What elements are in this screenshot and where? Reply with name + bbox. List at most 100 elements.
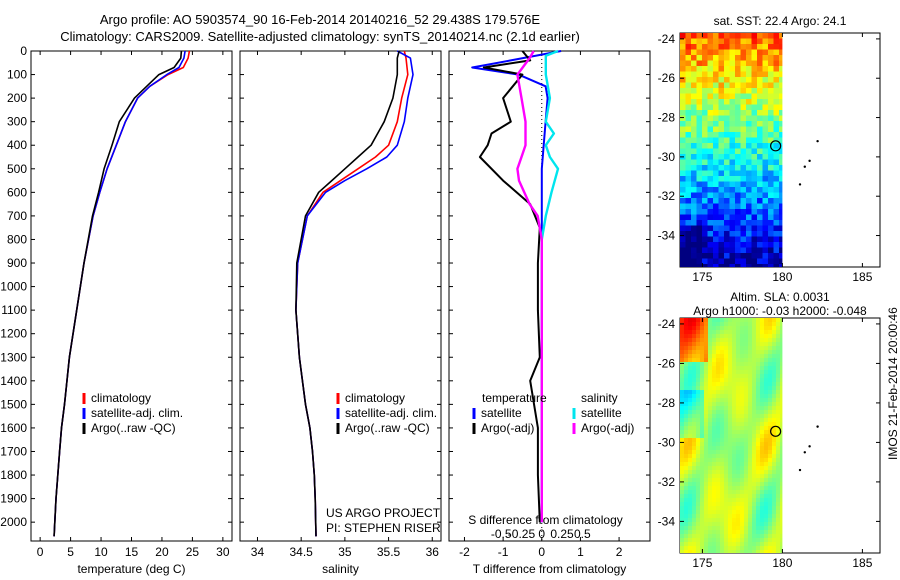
legend-label: satellite-adj. clim.	[345, 406, 437, 420]
temperature-xtick-label: 25	[186, 545, 200, 559]
lat-tick-label: -34	[658, 514, 676, 528]
legend-label: Argo(-adj)	[481, 421, 534, 435]
temperature-panel: 0100200300400500600700800900100011001200…	[0, 44, 233, 576]
island-marker	[816, 425, 819, 428]
depth-tick-label: 500	[7, 162, 27, 176]
depth-tick-label: 200	[7, 91, 27, 105]
salinity-diff-tick-label: -0.25	[508, 527, 536, 541]
lat-tick-label: -26	[658, 71, 676, 85]
salinity-diff-tick-label: -0.5	[491, 527, 512, 541]
lat-tick-label: -28	[658, 111, 676, 125]
lat-tick-label: -28	[658, 396, 676, 410]
lat-tick-label: -30	[658, 435, 676, 449]
difference-xtick-label: -2	[459, 545, 470, 559]
salinity-panel: 34 34.5 35 35.5 36 salinity climatologysatelli…	[239, 50, 442, 576]
lat-tick-label: -24	[658, 32, 676, 46]
depth-tick-label: 2000	[0, 515, 27, 529]
lat-tick-label: -30	[658, 150, 676, 164]
legend-title-salinity: salinity	[581, 391, 618, 405]
island-marker	[798, 183, 802, 186]
lon-tick-label: 185	[852, 270, 872, 284]
lat-tick-label: -24	[658, 317, 676, 331]
salinity-xtick-label: 36	[426, 545, 440, 559]
temperature-xtick-label: 30	[216, 545, 230, 559]
depth-tick-label: 100	[7, 68, 27, 82]
depth-tick-label: 1100	[1, 303, 27, 317]
difference-xlabel: T difference from climatology	[473, 562, 627, 576]
argo-position-marker	[770, 140, 782, 152]
salinity-xlabel: salinity	[322, 562, 359, 576]
temperature-xlabel: temperature (deg C)	[77, 562, 185, 576]
legend-label: climatology	[91, 391, 151, 405]
lon-tick-label: 175	[692, 270, 712, 284]
depth-tick-label: 1700	[0, 444, 27, 458]
depth-tick-label: 1400	[0, 374, 27, 388]
depth-tick-label: 0	[20, 44, 27, 58]
temperature-xtick-label: 0	[37, 545, 44, 559]
lat-tick-label: -26	[658, 356, 676, 370]
argo-position-marker	[770, 425, 782, 437]
difference-xtick-label: -1	[498, 545, 509, 559]
series-line-temperature-argo-adj-	[478, 50, 541, 523]
legend-label: Argo(..raw -QC)	[345, 421, 430, 435]
island-marker	[803, 451, 806, 454]
depth-tick-label: 1800	[0, 468, 27, 482]
lat-tick-label: -34	[658, 229, 676, 243]
salinity-diff-tick-label: 0	[538, 527, 545, 541]
project-label: US ARGO PROJECT	[326, 506, 441, 520]
series-line-argo-raw-qc-	[53, 50, 183, 537]
sst-map-title: sat. SST: 22.4 Argo: 24.1	[714, 14, 847, 28]
legend-label: satellite	[581, 406, 622, 420]
island-marker	[816, 139, 819, 143]
temperature-xtick-label: 20	[155, 545, 169, 559]
depth-tick-label: 1500	[0, 397, 27, 411]
legend-title-temperature: temperature	[482, 391, 547, 405]
sla_map-field	[680, 318, 783, 553]
depth-tick-label: 1600	[0, 421, 27, 435]
salinity-diff-tick-label: 0.25	[550, 527, 574, 541]
lon-tick-label: 175	[692, 556, 712, 570]
depth-tick-label: 700	[7, 209, 27, 223]
salinity-diff-tick-label: 0.5	[574, 527, 591, 541]
salinity-xtick-label: 34	[251, 545, 265, 559]
lat-tick-label: -32	[658, 475, 676, 489]
figure-title-line1: Argo profile: AO 5903574_90 16-Feb-2014 …	[99, 12, 541, 27]
sst_map-panel: -24 -26 -28 -30 -32 -34 175 180 185	[658, 32, 881, 284]
legend-label: satellite	[481, 406, 522, 420]
depth-tick-label: 900	[7, 256, 27, 270]
island-marker	[803, 165, 806, 168]
sla-map-title: Altim. SLA: 0.0031	[730, 290, 830, 304]
lat-tick-label: -32	[658, 189, 676, 203]
series-line-salinity-argo-adj-	[516, 50, 543, 523]
pi-label: PI: STEPHEN RISER	[326, 521, 441, 535]
depth-tick-label: 1900	[0, 492, 27, 506]
difference-xtick-label: 2	[616, 545, 623, 559]
island-marker	[798, 468, 802, 472]
sla_map-panel: -24 -26 -28 -30 -32 -34 175 180 185	[658, 317, 881, 570]
temperature-xtick-label: 15	[125, 545, 139, 559]
island-marker	[808, 445, 811, 448]
lon-tick-label: 180	[772, 270, 792, 284]
salinity-diff-label: S difference from climatology	[468, 513, 623, 527]
salinity-xtick-label: 35	[338, 545, 352, 559]
salinity-xtick-label: 35.5	[377, 545, 401, 559]
legend-label: satellite-adj. clim.	[91, 406, 183, 420]
temperature-xtick-label: 10	[94, 545, 108, 559]
sla-map-subtitle: Argo h1000: -0.03 h2000: -0.048	[693, 304, 867, 318]
temperature-xtick-label: 5	[67, 545, 74, 559]
depth-tick-label: 1000	[0, 280, 27, 294]
legend-label: climatology	[345, 391, 405, 405]
depth-tick-label: 300	[7, 115, 27, 129]
figure-title-line2: Climatology: CARS2009. Satellite-adjuste…	[60, 29, 580, 44]
depth-tick-label: 400	[7, 138, 27, 152]
lon-tick-label: 180	[772, 556, 792, 570]
legend-label: Argo(-adj)	[581, 421, 634, 435]
difference-axes-box	[448, 50, 651, 542]
depth-tick-label: 600	[7, 185, 27, 199]
sst_map-field	[680, 33, 783, 267]
difference-xtick-label: 1	[577, 545, 584, 559]
salinity-axes-box	[239, 50, 442, 542]
temperature-axes-box	[30, 50, 233, 542]
legend-label: Argo(..raw -QC)	[91, 421, 176, 435]
